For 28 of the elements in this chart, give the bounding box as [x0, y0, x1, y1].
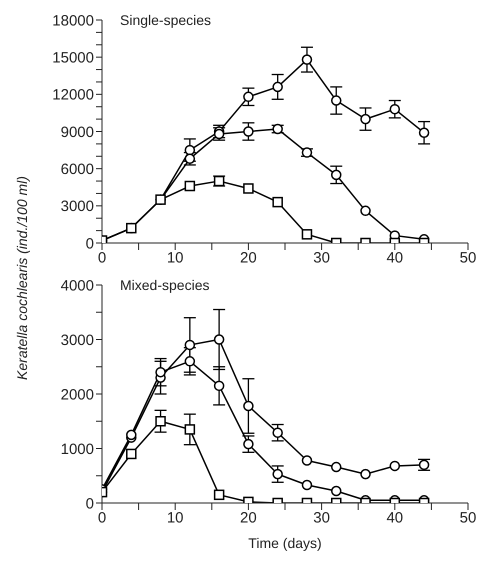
x-tick-label: 0: [98, 510, 106, 527]
x-tick-label: 30: [313, 250, 330, 267]
x-tick-label: 10: [166, 510, 184, 527]
x-tick-label: 50: [460, 250, 476, 267]
y-tick-label: 15000: [52, 49, 94, 66]
y-tick-label: 18000: [52, 12, 94, 30]
y-tick-label: 6000: [60, 160, 94, 178]
y-tick-label: 9000: [60, 124, 94, 141]
x-tick-label: 50: [460, 510, 476, 527]
x-tick-label: 20: [240, 250, 257, 267]
chart-title: Mixed-species: [120, 277, 210, 293]
y-tick-label: 0: [86, 235, 94, 252]
chart-title: Single-species: [120, 12, 212, 28]
x-axis-title: Time (days): [247, 535, 323, 551]
y-tick-label: 0: [86, 495, 94, 512]
x-tick-label: 20: [240, 510, 257, 527]
y-tick-label: 4000: [60, 277, 94, 294]
y-tick-label: 2000: [60, 386, 94, 404]
y-tick-label: 3000: [60, 332, 94, 349]
y-tick-label: 12000: [52, 86, 94, 104]
x-tick-label: 0: [98, 250, 106, 267]
x-tick-label: 30: [313, 510, 330, 527]
y-axis-title: Keratella cochlearis (ind./100 ml): [14, 176, 30, 380]
x-tick-label: 40: [386, 510, 404, 527]
x-tick-label: 10: [166, 250, 184, 267]
x-tick-label: 40: [386, 250, 404, 267]
y-tick-label: 3000: [60, 198, 94, 216]
y-tick-label: 1000: [60, 440, 94, 458]
